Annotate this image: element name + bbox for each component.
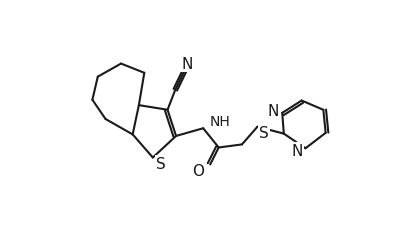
Text: S: S [259, 126, 269, 141]
Text: N: N [181, 57, 193, 72]
Text: NH: NH [209, 114, 230, 128]
Text: O: O [192, 163, 204, 178]
Text: N: N [268, 104, 279, 119]
Text: N: N [291, 143, 302, 158]
Text: S: S [156, 156, 166, 172]
